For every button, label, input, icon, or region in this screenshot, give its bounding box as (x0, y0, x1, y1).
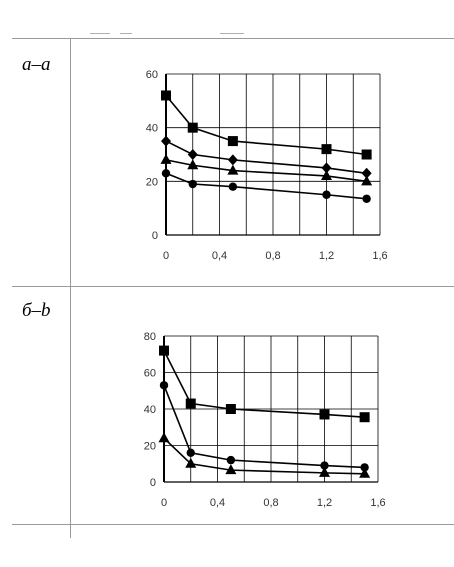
data-point-diamond (161, 135, 171, 147)
data-point-square (321, 144, 332, 155)
y-tick-label: 40 (144, 404, 156, 416)
data-point-circle (360, 463, 369, 472)
data-point-circle (322, 190, 331, 199)
x-tick-label: 0 (163, 250, 169, 262)
y-tick-label: 20 (144, 441, 156, 453)
data-point-square (359, 412, 370, 423)
data-point-triangle (319, 466, 330, 477)
data-point-diamond (227, 154, 238, 166)
data-point-square (361, 149, 372, 160)
series-line-triangle (163, 437, 365, 475)
x-tick-label: 1,6 (370, 497, 385, 509)
x-tick-label: 1,6 (372, 250, 387, 262)
panel-label-a: a–a (22, 54, 51, 75)
data-point-circle (161, 169, 171, 178)
y-tick-label: 80 (144, 331, 156, 343)
table-top-border (12, 38, 454, 39)
data-point-triangle (359, 467, 371, 478)
data-point-circle (320, 461, 329, 470)
data-point-diamond (361, 167, 372, 179)
figure-table: a–a б–b (12, 38, 454, 538)
y-tick-label: 0 (152, 230, 158, 242)
x-tick-label: 0,4 (210, 497, 225, 509)
x-tick-label: 0,4 (212, 250, 227, 262)
data-point-circle (186, 448, 195, 457)
data-point-square (227, 136, 238, 147)
y-tick-label: 40 (146, 123, 158, 135)
x-tick-label: 1,2 (317, 497, 332, 509)
data-point-triangle (160, 153, 172, 164)
x-tick-label: 0 (161, 497, 167, 509)
data-point-triangle (361, 175, 373, 186)
panel-label-b: б–b (22, 300, 51, 321)
data-point-square (185, 398, 196, 409)
data-point-triangle (158, 432, 170, 443)
data-point-square (159, 345, 169, 356)
chart-b: 0 20 40 60 80 0 0,4 0,8 1,2 1,6 (144, 331, 386, 509)
data-point-circle (226, 455, 236, 465)
table-bottom-border (12, 524, 454, 525)
table-column-divider (70, 38, 71, 538)
data-point-circle (228, 182, 238, 191)
table-row-divider (12, 286, 454, 287)
data-point-triangle (321, 169, 332, 180)
y-tick-label: 60 (146, 69, 158, 81)
data-point-triangle (187, 159, 199, 170)
data-point-diamond (187, 149, 198, 160)
data-point-circle (362, 194, 371, 203)
x-tick-label: 0,8 (265, 250, 280, 262)
data-point-triangle (225, 464, 237, 475)
data-point-square (187, 122, 198, 133)
data-point-triangle (185, 457, 197, 468)
data-point-diamond (321, 162, 332, 174)
y-tick-label: 20 (146, 176, 158, 188)
data-point-square (225, 404, 236, 414)
data-point-triangle (227, 164, 239, 175)
chart-a: 0 20 40 60 0 0,4 0,8 1,2 1,6 (146, 69, 388, 262)
data-point-square (319, 409, 330, 420)
data-point-circle (159, 381, 169, 390)
data-point-circle (188, 179, 197, 189)
y-tick-label: 0 (150, 477, 156, 489)
y-tick-label: 60 (144, 368, 156, 380)
x-tick-label: 0,8 (263, 497, 278, 509)
x-tick-label: 1,2 (319, 250, 334, 262)
data-point-square (161, 90, 171, 101)
